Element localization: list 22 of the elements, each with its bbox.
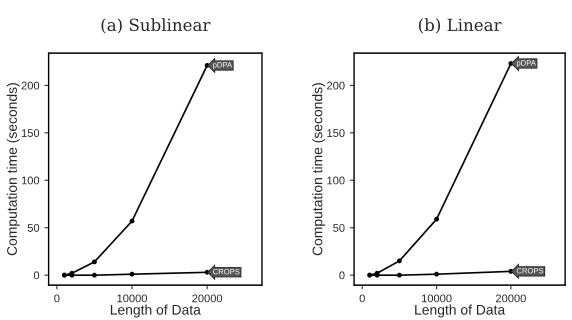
y-tick-label: 0 <box>34 271 40 280</box>
y-tick-label: 150 <box>22 129 40 137</box>
chart-title: (b) Linear <box>418 18 502 34</box>
y-tick-label: 150 <box>327 129 345 137</box>
y-axis-title: Computation time (seconds) <box>312 83 326 256</box>
x-axis-title: Length of Data <box>110 304 201 318</box>
x-tick-label: 20000 <box>496 294 526 302</box>
y-tick-label: 200 <box>22 82 40 90</box>
x-tick-label: 0 <box>360 294 365 302</box>
y-tick-label: 100 <box>22 176 40 184</box>
x-tick-label: 10000 <box>422 294 452 302</box>
x-axis-title: Length of Data <box>415 304 506 318</box>
x-tick-label: 10000 <box>117 294 148 302</box>
y-tick-label: 0 <box>339 271 345 280</box>
chart-title: (a) Sublinear <box>102 18 210 34</box>
y-axis-title: Computation time (seconds) <box>6 83 20 256</box>
x-tick-label: 20000 <box>192 294 222 302</box>
y-tick-label: 50 <box>333 224 345 232</box>
y-tick-label: 100 <box>327 176 345 184</box>
y-tick-label: 200 <box>327 82 345 90</box>
x-tick-label: 0 <box>54 294 60 302</box>
y-tick-label: 50 <box>28 224 40 232</box>
